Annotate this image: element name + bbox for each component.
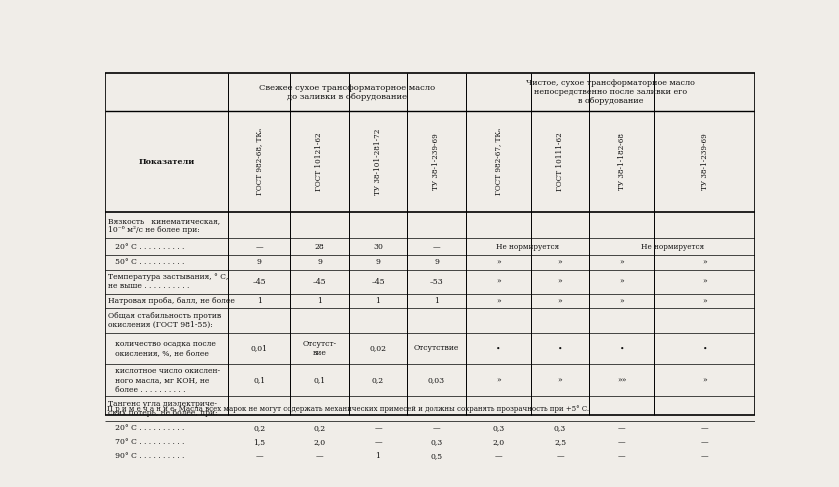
Text: »: » — [619, 278, 624, 286]
Text: 20° С . . . . . . . . . .: 20° С . . . . . . . . . . — [108, 243, 185, 251]
Text: 70° С . . . . . . . . . .: 70° С . . . . . . . . . . — [108, 438, 185, 446]
Text: »: » — [558, 259, 562, 266]
Text: Температура застывания, ° С,
не выше . . . . . . . . . .: Температура застывания, ° С, не выше . .… — [108, 273, 228, 290]
Text: »: » — [496, 259, 501, 266]
Text: 9: 9 — [257, 259, 262, 266]
Text: ГОСТ 10121-62: ГОСТ 10121-62 — [315, 132, 324, 191]
Text: 0,2: 0,2 — [253, 424, 265, 432]
Text: 50° С . . . . . . . . . .: 50° С . . . . . . . . . . — [108, 259, 185, 266]
Text: 1,5: 1,5 — [253, 438, 265, 446]
Text: 2,0: 2,0 — [492, 438, 504, 446]
Text: 0,5: 0,5 — [430, 452, 442, 460]
Text: 0,01: 0,01 — [251, 344, 268, 353]
Text: 9: 9 — [376, 259, 380, 266]
Text: П р и м е ч а н и е. Масла всех марок не могут содержать механических примесей и: П р и м е ч а н и е. Масла всех марок не… — [107, 405, 589, 413]
Text: »»: »» — [617, 376, 627, 384]
Text: —: — — [701, 438, 708, 446]
Text: »: » — [558, 297, 562, 305]
Text: 2,5: 2,5 — [554, 438, 566, 446]
Text: 1: 1 — [376, 297, 380, 305]
Text: •: • — [496, 344, 501, 353]
Text: 0,3: 0,3 — [430, 438, 443, 446]
Text: ГОСТ 10111-62: ГОСТ 10111-62 — [556, 132, 564, 191]
Text: 0,3: 0,3 — [554, 424, 566, 432]
Text: —: — — [256, 452, 263, 460]
Text: –45: –45 — [313, 278, 326, 286]
Text: Вязкость   кинематическая,
10⁻⁶ м²/с не более при:: Вязкость кинематическая, 10⁻⁶ м²/с не бо… — [108, 217, 221, 234]
Text: 0,03: 0,03 — [428, 376, 445, 384]
Text: —: — — [494, 452, 502, 460]
Text: »: » — [558, 376, 562, 384]
Text: Не нормируется: Не нормируется — [496, 243, 559, 251]
Text: »: » — [496, 376, 501, 384]
Text: 0,2: 0,2 — [372, 376, 384, 384]
Text: 20° С . . . . . . . . . .: 20° С . . . . . . . . . . — [108, 424, 185, 432]
Text: 1: 1 — [317, 297, 322, 305]
Text: 9: 9 — [434, 259, 439, 266]
Text: 9: 9 — [317, 259, 322, 266]
Text: кислотное число окислен-
   ного масла, мг КОН, не
   более . . . . . . . . . .: кислотное число окислен- ного масла, мг … — [108, 367, 221, 393]
Text: ТУ 38-1-239-69: ТУ 38-1-239-69 — [432, 133, 440, 190]
Text: –45: –45 — [371, 278, 385, 286]
Text: Показатели: Показатели — [138, 158, 195, 166]
Text: ТУ 38-1-182-68: ТУ 38-1-182-68 — [618, 133, 626, 190]
Text: Свежее сухое трансформаторное масло
до заливки в оборудование: Свежее сухое трансформаторное масло до з… — [259, 84, 435, 101]
Text: 1: 1 — [376, 452, 380, 460]
Text: »: » — [619, 259, 624, 266]
Text: —: — — [433, 424, 440, 432]
Text: ТУ 38-101-281-72: ТУ 38-101-281-72 — [374, 129, 382, 195]
Text: ГОСТ 982-67, ТКₙ: ГОСТ 982-67, ТКₙ — [494, 128, 503, 195]
Text: 0,3: 0,3 — [492, 424, 504, 432]
Text: •: • — [702, 344, 707, 353]
Text: —: — — [618, 452, 626, 460]
Text: »: » — [619, 297, 624, 305]
Text: —: — — [701, 452, 708, 460]
Text: –45: –45 — [253, 278, 266, 286]
Text: »: » — [496, 297, 501, 305]
Text: –53: –53 — [430, 278, 443, 286]
Text: 90° С . . . . . . . . . .: 90° С . . . . . . . . . . — [108, 452, 185, 460]
Text: Отсутствие: Отсутствие — [414, 344, 459, 353]
Text: 1: 1 — [434, 297, 439, 305]
Text: —: — — [618, 438, 626, 446]
Text: 0,2: 0,2 — [314, 424, 326, 432]
Text: »: » — [702, 376, 707, 384]
Text: »: » — [702, 259, 707, 266]
Text: »: » — [496, 278, 501, 286]
Text: •: • — [619, 344, 624, 353]
Text: —: — — [433, 243, 440, 251]
Text: 1: 1 — [257, 297, 262, 305]
Text: Не нормируется: Не нормируется — [641, 243, 704, 251]
Text: Тангенс угла диэлектриче-
ских потерь, не более, при:: Тангенс угла диэлектриче- ских потерь, н… — [108, 400, 218, 417]
Text: —: — — [618, 424, 626, 432]
Text: •: • — [558, 344, 562, 353]
Text: —: — — [374, 438, 382, 446]
Text: »: » — [558, 278, 562, 286]
Text: 0,1: 0,1 — [314, 376, 326, 384]
Text: ГОСТ 982-68, ТКₙ: ГОСТ 982-68, ТКₙ — [255, 128, 263, 195]
Text: 0,02: 0,02 — [369, 344, 387, 353]
Text: —: — — [556, 452, 564, 460]
Text: Натровая проба, балл, не более: Натровая проба, балл, не более — [108, 297, 235, 305]
Text: Общая стабильность против
окисления (ГОСТ 981-55):: Общая стабильность против окисления (ГОС… — [108, 312, 221, 329]
Text: 28: 28 — [315, 243, 325, 251]
Text: 0,1: 0,1 — [253, 376, 265, 384]
Text: Чистое, сухое трансформаторное масло
непосредственно после заливки его
в оборудо: Чистое, сухое трансформаторное масло неп… — [526, 79, 695, 105]
Text: »: » — [702, 278, 707, 286]
Text: 2,0: 2,0 — [314, 438, 326, 446]
Text: 30: 30 — [373, 243, 383, 251]
Text: —: — — [256, 243, 263, 251]
Text: Отсутст-
вие: Отсутст- вие — [302, 340, 336, 357]
Text: »: » — [702, 297, 707, 305]
Text: —: — — [315, 452, 323, 460]
Text: ТУ 38-1-239-69: ТУ 38-1-239-69 — [701, 133, 709, 190]
Text: количество осадка после
   окисления, %, не более: количество осадка после окисления, %, не… — [108, 340, 216, 357]
Text: —: — — [701, 424, 708, 432]
Text: —: — — [374, 424, 382, 432]
